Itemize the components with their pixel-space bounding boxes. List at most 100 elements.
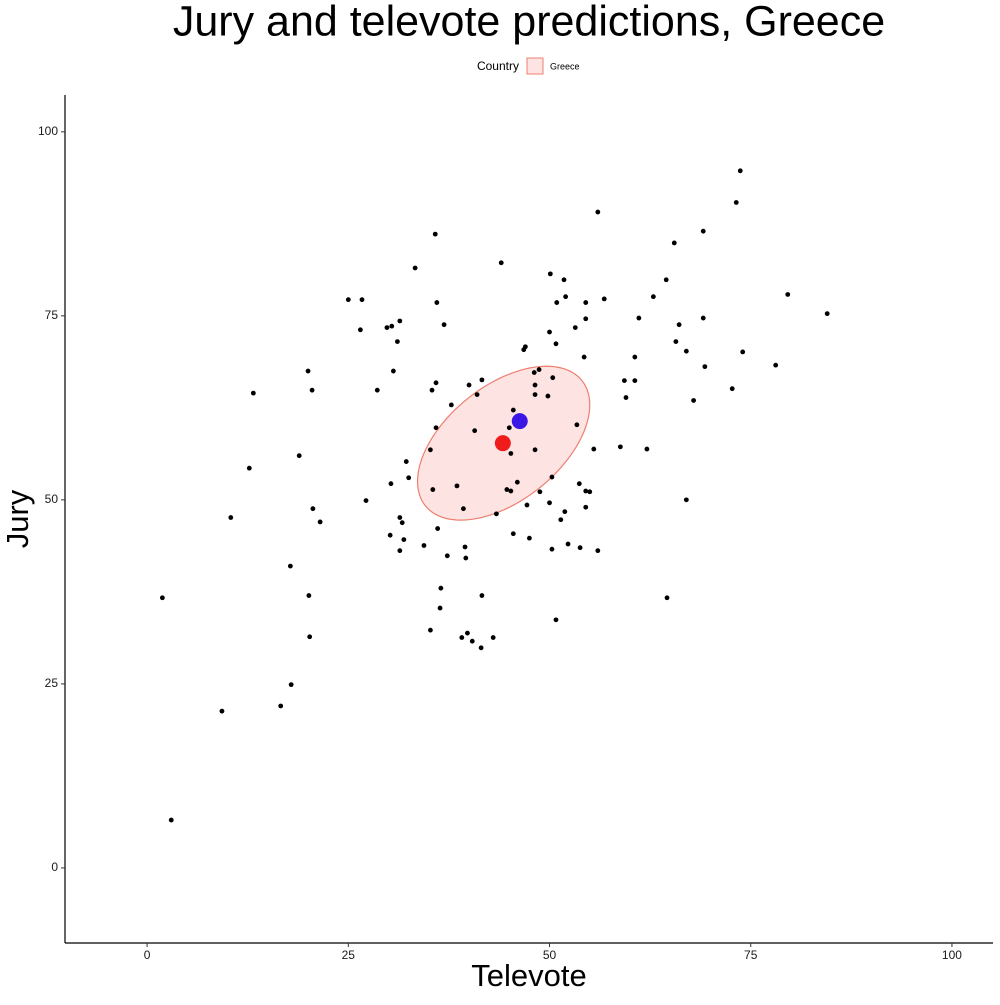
highlight-point — [494, 435, 511, 452]
y-axis-label: Jury — [0, 489, 35, 548]
point — [550, 375, 556, 381]
point — [583, 300, 589, 305]
point — [536, 367, 542, 372]
point — [683, 497, 689, 503]
point — [306, 593, 312, 598]
point — [506, 425, 512, 431]
x-tick-label: 100 — [942, 948, 962, 962]
point — [650, 294, 656, 300]
point — [587, 489, 593, 495]
point — [428, 447, 433, 453]
point — [278, 703, 284, 709]
point — [432, 231, 438, 237]
point — [428, 627, 433, 633]
y-tick-label: 0 — [51, 860, 58, 874]
point — [401, 537, 407, 543]
point — [357, 327, 363, 333]
point — [498, 260, 504, 266]
point — [591, 446, 597, 452]
point — [363, 498, 369, 503]
point — [547, 271, 553, 277]
point — [479, 593, 485, 598]
point — [374, 387, 380, 393]
point — [700, 228, 706, 234]
point — [317, 519, 323, 525]
point — [384, 325, 390, 331]
point — [532, 392, 538, 397]
point — [389, 323, 395, 329]
point — [561, 277, 567, 283]
x-tick-label: 0 — [144, 948, 151, 962]
point — [673, 339, 679, 344]
point — [737, 168, 743, 174]
point — [510, 407, 516, 413]
point — [671, 240, 677, 246]
point — [824, 311, 830, 317]
point — [433, 425, 439, 431]
point — [310, 506, 316, 512]
point — [565, 541, 571, 547]
point — [595, 209, 601, 215]
point — [581, 354, 587, 360]
point — [621, 378, 627, 384]
y-tick-label: 25 — [45, 676, 59, 690]
point — [702, 364, 708, 370]
point — [632, 354, 638, 360]
point — [562, 509, 568, 515]
point — [510, 531, 516, 537]
point — [437, 605, 443, 611]
legend-title: Country — [477, 59, 519, 73]
point — [435, 526, 441, 531]
point — [433, 380, 439, 386]
point — [466, 382, 472, 388]
point — [403, 459, 409, 464]
highlight-point — [511, 413, 528, 430]
y-tick-label: 100 — [38, 124, 58, 138]
point — [553, 341, 559, 347]
point — [441, 322, 447, 328]
point — [574, 422, 580, 428]
point — [676, 322, 682, 328]
point — [465, 630, 470, 636]
point — [388, 481, 394, 487]
point — [683, 348, 689, 354]
x-tick-label: 75 — [744, 948, 758, 962]
point — [479, 377, 485, 383]
point — [219, 708, 225, 714]
point — [514, 479, 520, 485]
point — [397, 548, 403, 554]
x-tick-label: 50 — [543, 948, 557, 962]
point — [399, 520, 405, 526]
point — [632, 378, 638, 384]
point — [583, 316, 589, 322]
point — [617, 444, 623, 450]
point — [305, 368, 311, 374]
point — [438, 585, 444, 591]
point — [700, 315, 706, 321]
point — [623, 395, 629, 400]
point — [663, 277, 669, 283]
point — [462, 544, 468, 550]
point — [547, 500, 552, 506]
legend-swatch — [526, 57, 544, 75]
point — [472, 428, 478, 434]
point — [309, 387, 315, 393]
point — [250, 390, 256, 396]
point — [554, 300, 560, 305]
point — [444, 553, 450, 559]
point — [490, 635, 496, 640]
point — [508, 451, 514, 456]
point — [478, 645, 484, 651]
point — [494, 511, 499, 517]
point — [406, 475, 412, 481]
point — [448, 402, 454, 408]
point — [549, 546, 555, 552]
point — [359, 297, 365, 303]
point — [474, 392, 480, 397]
point — [459, 635, 465, 640]
point — [287, 563, 293, 569]
point — [345, 297, 351, 303]
point — [733, 200, 739, 205]
